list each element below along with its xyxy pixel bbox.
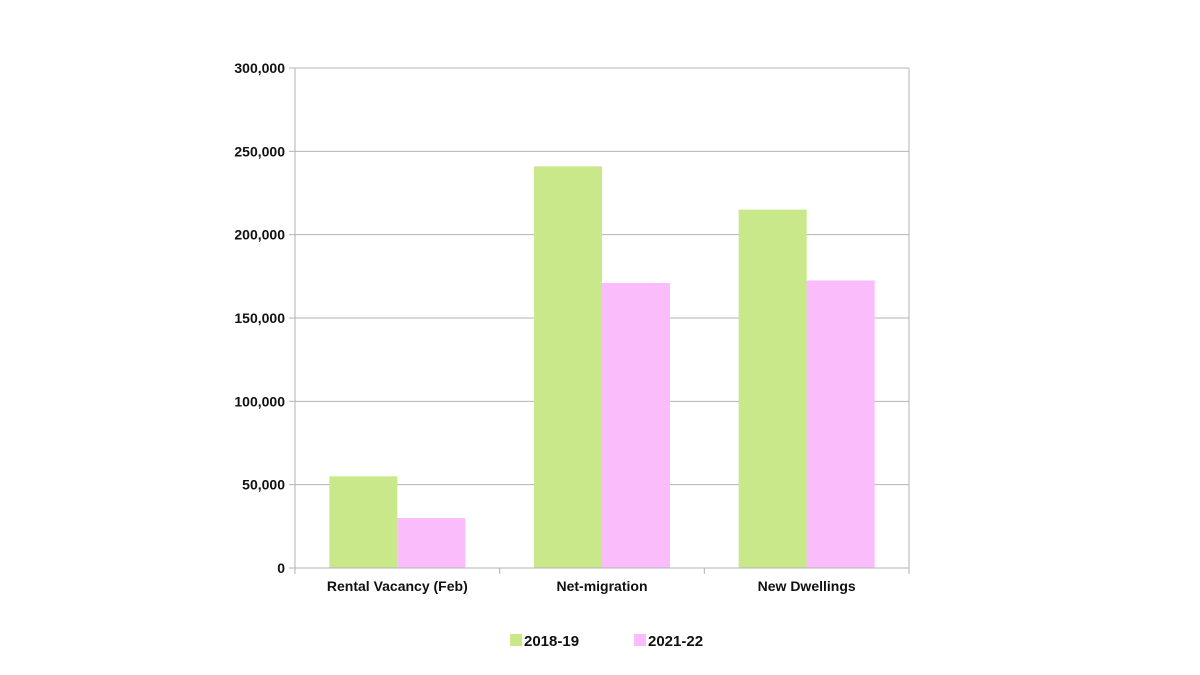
y-tick-label: 100,000 [234, 393, 285, 409]
y-tick-label: 300,000 [234, 60, 285, 76]
bar-1-3 [738, 209, 807, 568]
legend-swatch-1 [510, 634, 522, 646]
x-category-label: New Dwellings [758, 578, 856, 594]
legend-label-2: 2021-22 [648, 633, 703, 650]
y-tick-label: 50,000 [242, 477, 285, 493]
bar-2-1 [397, 518, 466, 568]
y-axis-ticks: 0 50,000 100,000 150,000 200,000 250,000 300,0… [234, 60, 295, 576]
y-tick-label: 150,000 [234, 310, 285, 326]
x-category-label: Net-migration [557, 578, 648, 594]
y-tick-label: 250,000 [234, 143, 285, 159]
x-category-label: Rental Vacancy (Feb) [327, 578, 468, 594]
bar-2-3 [806, 280, 875, 568]
bar-1-1 [329, 476, 398, 568]
axes [294, 68, 910, 574]
bars [329, 166, 875, 569]
y-tick-label: 0 [277, 560, 285, 576]
legend-label-1: 2018-19 [524, 633, 579, 650]
y-tick-label: 200,000 [234, 227, 285, 243]
legend-swatch-2 [634, 634, 646, 646]
bar-2-2 [602, 283, 670, 568]
bar-1-2 [534, 166, 602, 569]
legend: 2018-19 2021-22 [510, 633, 703, 650]
x-axis-labels: Rental Vacancy (Feb) Net-migration New Dwe… [327, 578, 856, 594]
